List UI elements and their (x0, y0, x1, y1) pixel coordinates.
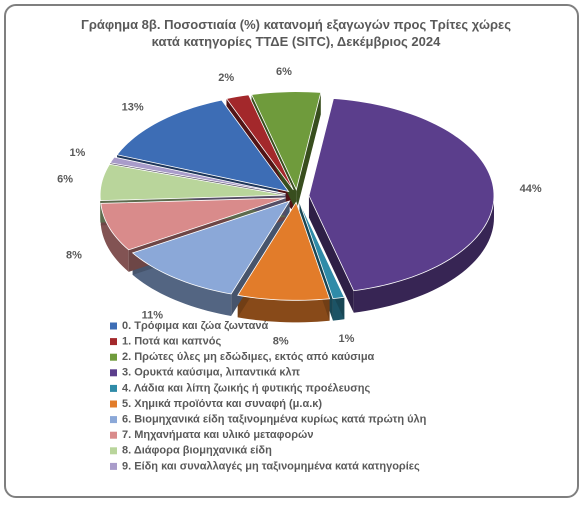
slice-wall (296, 92, 321, 212)
chart: 13% 2% 6% 44% 1% 8% 11% 8% 6% 1% 0. Τρόφιμα και ζώ… (57, 66, 542, 472)
legend-label: 5. Χημικά προϊόντα και συναφή (μ.α.κ) (122, 398, 322, 410)
chart-frame: Γράφημα 8β. Ποσοστιαία (%) κατανομή εξαγ… (4, 4, 579, 498)
slice-side (237, 295, 330, 323)
slice (109, 156, 286, 195)
legend-swatch (110, 384, 117, 392)
data-label: 2% (218, 72, 234, 84)
slice (308, 98, 495, 292)
legend-swatch (110, 353, 117, 361)
slice (299, 202, 345, 300)
chart-title: Γράφημα 8β. Ποσοστιαία (%) κατανομή εξαγ… (81, 17, 511, 49)
data-label: 1% (338, 333, 354, 345)
legend-label: 9. Είδη και συναλλαγές μη ταξινομημένα κ… (122, 460, 420, 472)
data-label: 13% (122, 102, 144, 114)
slice (99, 163, 286, 202)
slice (116, 99, 290, 193)
legend-swatch (110, 400, 117, 408)
legend-label: 6. Βιομηχανικά είδη ταξινομημένα κυρίως … (122, 414, 427, 426)
slice (250, 91, 322, 191)
legend-label: 3. Ορυκτά καύσιμα, λιπαντικά κλπ (122, 367, 301, 379)
slice-side (353, 195, 494, 313)
slice (100, 197, 286, 251)
slice-wall (308, 195, 354, 313)
legend-swatch (110, 322, 117, 330)
data-label: 1% (69, 147, 85, 159)
legend-label: 2. Πρώτες ύλες μη εδώδιμες, εκτός από κα… (122, 351, 375, 363)
legend-swatch (110, 416, 117, 424)
data-label: 6% (276, 66, 292, 78)
legend-swatch (110, 462, 117, 470)
slice (131, 200, 291, 295)
legend-label: 7. Μηχανήματα και υλικό μεταφορών (122, 429, 313, 441)
data-label: 11% (142, 309, 164, 321)
legend-swatch (110, 431, 117, 439)
legend-label: 1. Ποτά και καπνός (122, 336, 221, 348)
data-label: 8% (66, 249, 82, 261)
legend-swatch (110, 338, 117, 346)
data-label: 6% (57, 174, 73, 186)
data-label: 8% (273, 336, 289, 348)
legend-label: 8. Διάφορα βιομηχανικά είδη (122, 445, 272, 457)
legend-swatch (110, 369, 117, 377)
slice-side (100, 203, 129, 272)
slice (225, 94, 294, 191)
legend-swatch (110, 447, 117, 455)
legend-label: 0. Τρόφιμα και ζώα ζωντανά (122, 320, 268, 332)
data-label: 44% (520, 183, 542, 195)
slice-side (132, 252, 232, 316)
legend-label: 4. Λάδια και λίπη ζωικής ή φυτικής προέλ… (122, 382, 370, 394)
slice (237, 201, 331, 301)
